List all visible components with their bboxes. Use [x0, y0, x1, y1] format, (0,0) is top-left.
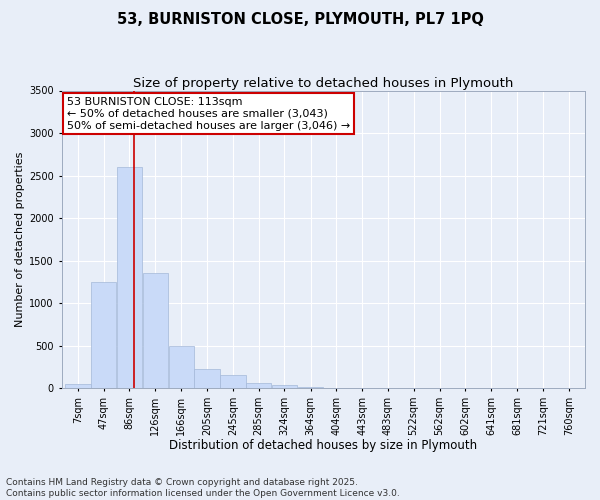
X-axis label: Distribution of detached houses by size in Plymouth: Distribution of detached houses by size … [169, 440, 478, 452]
Bar [272, 385, 297, 388]
Title: Size of property relative to detached houses in Plymouth: Size of property relative to detached ho… [133, 78, 514, 90]
Bar [91, 282, 116, 388]
Bar [116, 167, 142, 388]
Bar [194, 370, 220, 388]
Text: Contains HM Land Registry data © Crown copyright and database right 2025.
Contai: Contains HM Land Registry data © Crown c… [6, 478, 400, 498]
Bar [298, 387, 323, 388]
Text: 53, BURNISTON CLOSE, PLYMOUTH, PL7 1PQ: 53, BURNISTON CLOSE, PLYMOUTH, PL7 1PQ [116, 12, 484, 28]
Text: 53 BURNISTON CLOSE: 113sqm
← 50% of detached houses are smaller (3,043)
50% of s: 53 BURNISTON CLOSE: 113sqm ← 50% of deta… [67, 98, 350, 130]
Bar [169, 346, 194, 388]
Bar [143, 274, 168, 388]
Bar [246, 383, 271, 388]
Bar [65, 384, 91, 388]
Y-axis label: Number of detached properties: Number of detached properties [15, 152, 25, 327]
Bar [220, 376, 246, 388]
